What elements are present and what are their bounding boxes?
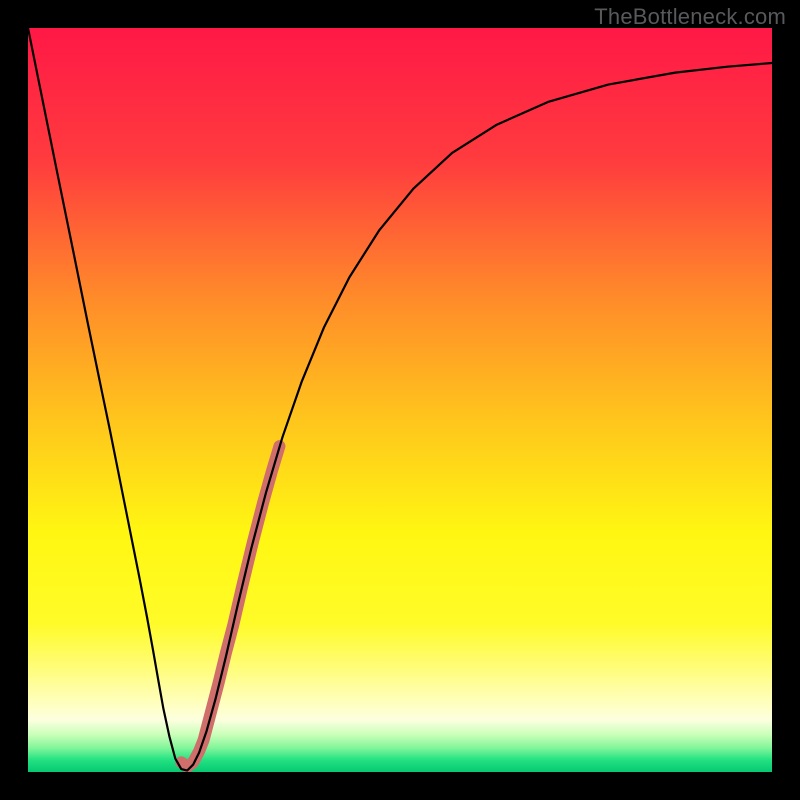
gradient-background: [28, 28, 772, 772]
bottleneck-chart: [28, 28, 772, 772]
watermark-text: TheBottleneck.com: [594, 4, 786, 30]
chart-frame: TheBottleneck.com: [0, 0, 800, 800]
